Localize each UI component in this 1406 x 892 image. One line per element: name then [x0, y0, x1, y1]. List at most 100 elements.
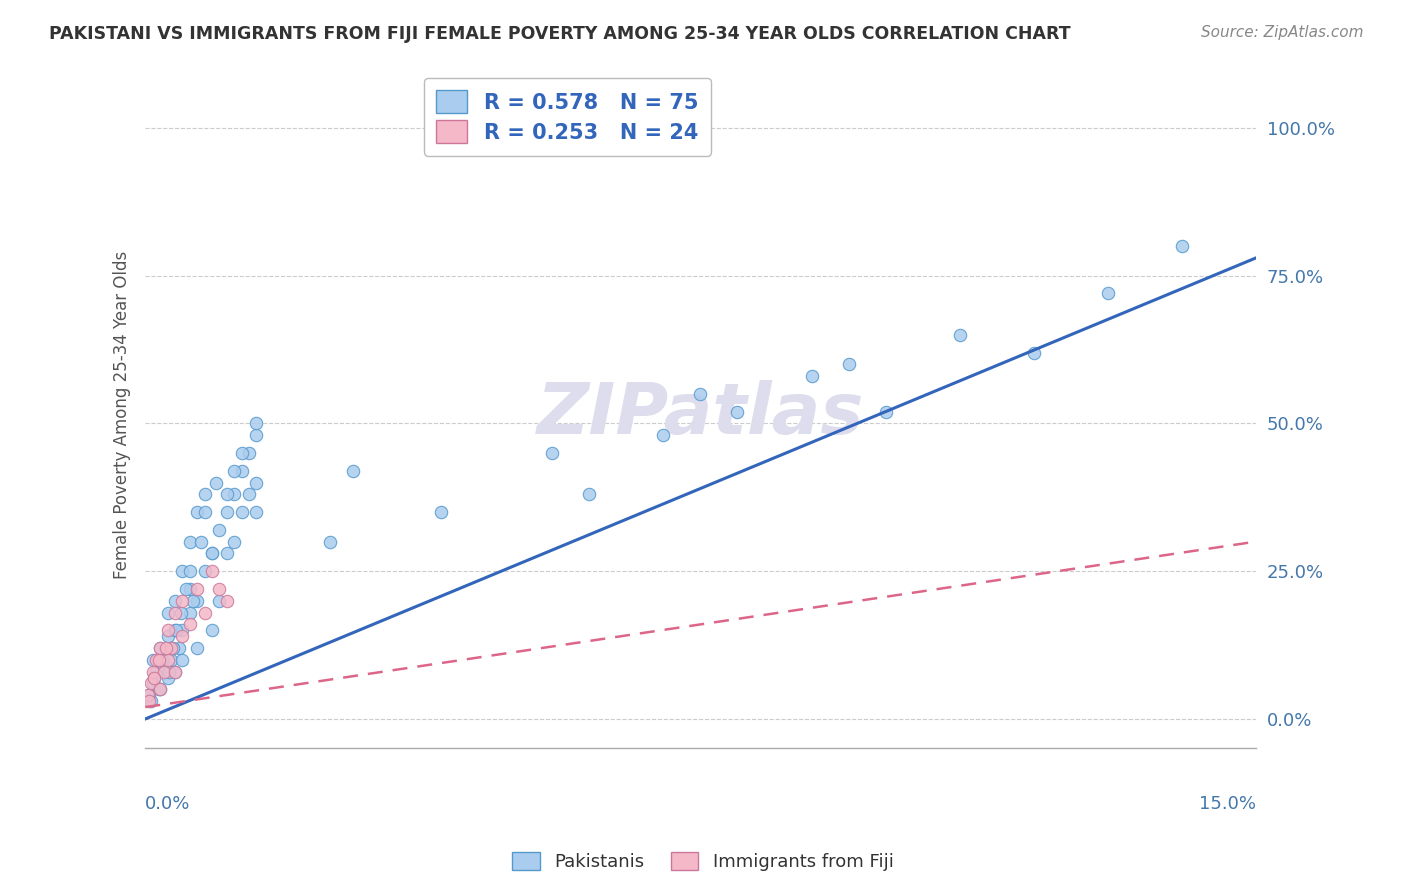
- Point: [201, 546, 224, 560]
- Point: [186, 593, 208, 607]
- Point: [179, 617, 201, 632]
- Point: [201, 624, 224, 638]
- Point: [652, 428, 675, 442]
- Point: [201, 564, 224, 578]
- Point: [186, 505, 208, 519]
- Point: [157, 665, 180, 679]
- Point: [224, 487, 246, 501]
- Point: [231, 464, 253, 478]
- Point: [156, 629, 179, 643]
- Point: [1170, 239, 1192, 253]
- Point: [170, 606, 193, 620]
- Point: [156, 653, 179, 667]
- Point: [163, 665, 186, 679]
- Point: [208, 593, 231, 607]
- Point: [190, 534, 212, 549]
- Point: [172, 593, 194, 607]
- Point: [163, 606, 186, 620]
- Point: [1097, 286, 1119, 301]
- Text: ZIPatlas: ZIPatlas: [537, 380, 865, 449]
- Text: 0.0%: 0.0%: [145, 796, 191, 814]
- Text: PAKISTANI VS IMMIGRANTS FROM FIJI FEMALE POVERTY AMONG 25-34 YEAR OLDS CORRELATI: PAKISTANI VS IMMIGRANTS FROM FIJI FEMALE…: [49, 25, 1071, 43]
- Text: 15.0%: 15.0%: [1199, 796, 1256, 814]
- Point: [183, 593, 205, 607]
- Point: [578, 487, 600, 501]
- Point: [215, 593, 238, 607]
- Point: [160, 653, 183, 667]
- Point: [150, 653, 173, 667]
- Point: [156, 671, 179, 685]
- Point: [153, 658, 176, 673]
- Point: [1022, 345, 1045, 359]
- Point: [172, 624, 194, 638]
- Point: [224, 464, 246, 478]
- Point: [149, 682, 172, 697]
- Y-axis label: Female Poverty Among 25-34 Year Olds: Female Poverty Among 25-34 Year Olds: [114, 251, 131, 579]
- Point: [245, 417, 267, 431]
- Point: [138, 694, 160, 708]
- Point: [136, 688, 159, 702]
- Point: [149, 640, 172, 655]
- Point: [142, 653, 165, 667]
- Point: [948, 327, 970, 342]
- Point: [143, 671, 166, 685]
- Point: [727, 405, 749, 419]
- Point: [208, 582, 231, 596]
- Point: [193, 564, 215, 578]
- Point: [141, 694, 163, 708]
- Point: [215, 505, 238, 519]
- Point: [875, 405, 897, 419]
- Point: [179, 534, 201, 549]
- Point: [167, 640, 190, 655]
- Legend: R = 0.578   N = 75, R = 0.253   N = 24: R = 0.578 N = 75, R = 0.253 N = 24: [423, 78, 711, 155]
- Point: [174, 582, 197, 596]
- Point: [342, 464, 364, 478]
- Point: [224, 534, 246, 549]
- Point: [231, 505, 253, 519]
- Point: [153, 665, 176, 679]
- Point: [141, 676, 163, 690]
- Point: [238, 446, 260, 460]
- Point: [430, 505, 453, 519]
- Point: [186, 640, 208, 655]
- Point: [148, 653, 170, 667]
- Point: [541, 446, 564, 460]
- Point: [148, 682, 170, 697]
- Point: [193, 606, 215, 620]
- Point: [156, 606, 179, 620]
- Point: [215, 487, 238, 501]
- Point: [238, 487, 260, 501]
- Point: [245, 505, 267, 519]
- Point: [172, 653, 194, 667]
- Point: [138, 688, 160, 702]
- Point: [142, 676, 165, 690]
- Point: [186, 582, 208, 596]
- Point: [800, 369, 823, 384]
- Point: [143, 671, 166, 685]
- Point: [156, 624, 179, 638]
- Point: [142, 665, 165, 679]
- Point: [155, 640, 177, 655]
- Point: [145, 653, 167, 667]
- Point: [193, 505, 215, 519]
- Point: [245, 428, 267, 442]
- Point: [163, 593, 186, 607]
- Point: [163, 624, 186, 638]
- Point: [231, 446, 253, 460]
- Point: [163, 665, 186, 679]
- Point: [179, 582, 201, 596]
- Point: [165, 624, 187, 638]
- Point: [179, 606, 201, 620]
- Point: [149, 682, 172, 697]
- Point: [172, 629, 194, 643]
- Point: [172, 564, 194, 578]
- Point: [319, 534, 342, 549]
- Point: [201, 546, 224, 560]
- Point: [149, 640, 172, 655]
- Point: [193, 487, 215, 501]
- Point: [208, 523, 231, 537]
- Point: [689, 387, 711, 401]
- Point: [162, 640, 184, 655]
- Point: [145, 665, 167, 679]
- Point: [204, 475, 226, 490]
